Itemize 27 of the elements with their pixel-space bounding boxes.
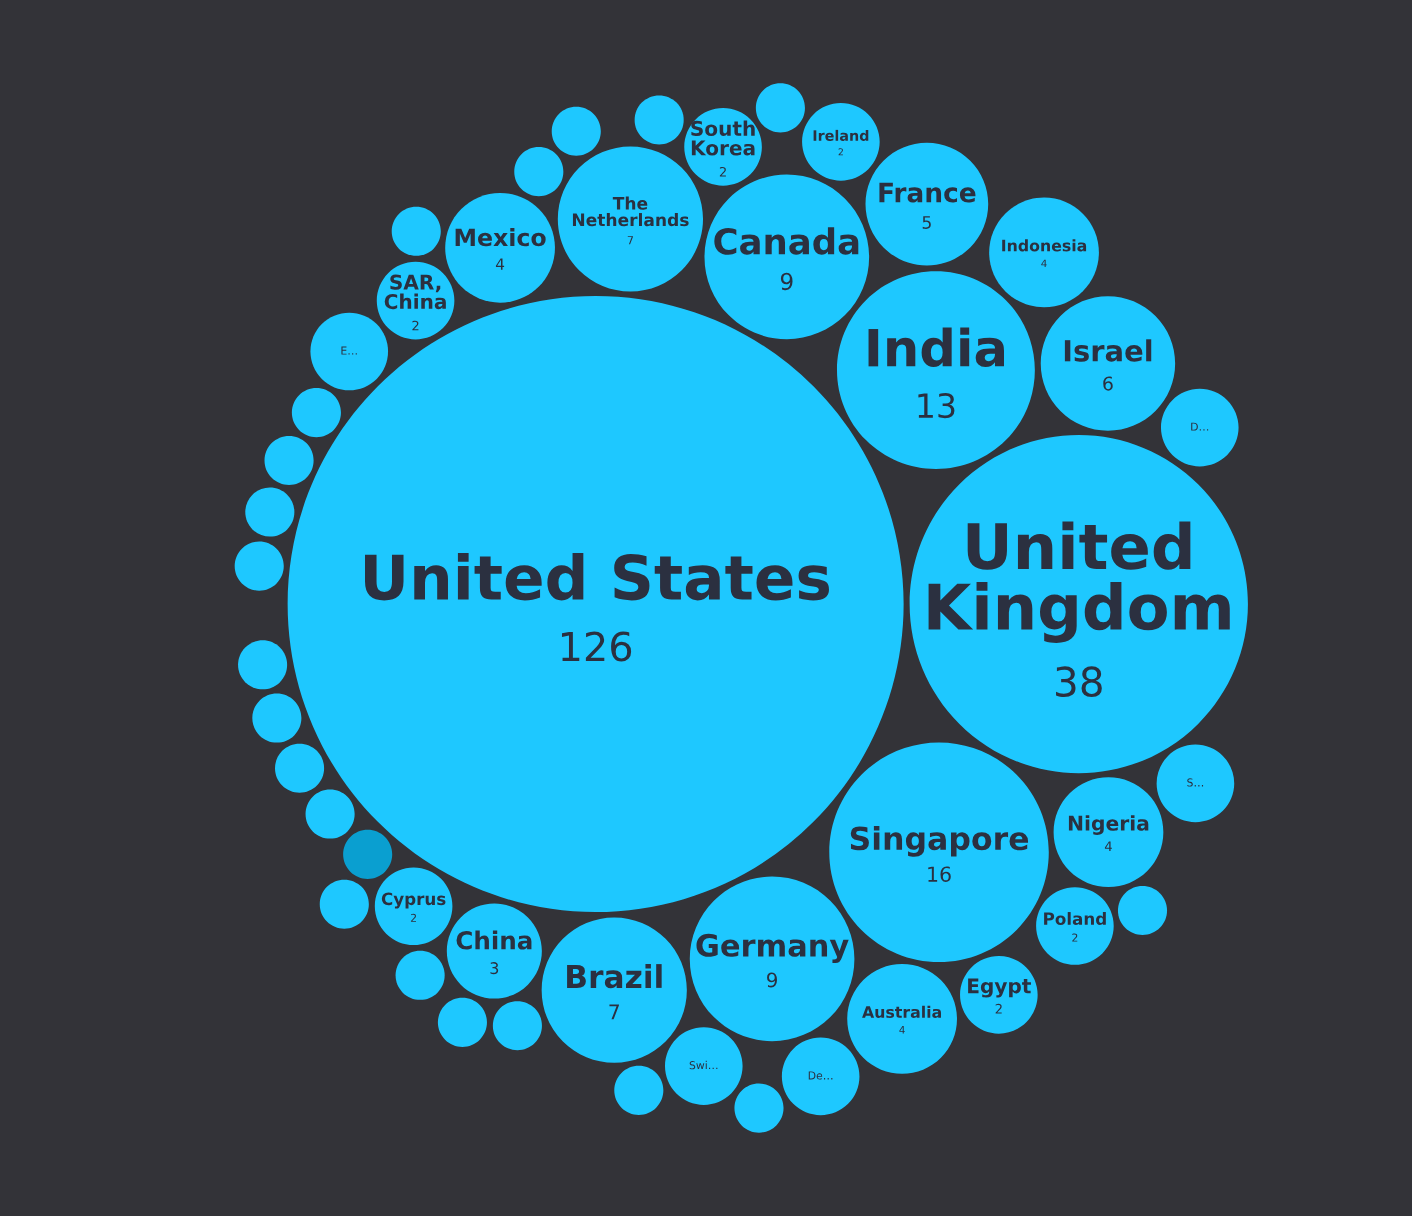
category-label: Brazil [567, 964, 662, 989]
category-label: Egypt [968, 978, 1031, 998]
category-label: SAR, China [384, 274, 446, 310]
category-label: South Korea [691, 120, 755, 156]
category-label: Poland [1044, 912, 1106, 925]
data-label: 6 [1103, 376, 1113, 391]
data-label: 9 [780, 272, 793, 291]
category-label: The Netherlands [572, 196, 689, 227]
category-label: Canada [714, 227, 859, 255]
category-label: Singapore [850, 825, 1029, 857]
category-label: Mexico [455, 228, 546, 247]
category-label: United Kingdom [928, 521, 1230, 643]
category-label: China [456, 930, 532, 950]
data-label: 16 [928, 866, 951, 882]
category-label: Germany [696, 933, 849, 963]
data-label: 126 [562, 631, 632, 662]
data-label: 7 [609, 1004, 619, 1020]
data-label: 13 [918, 393, 955, 419]
data-label: 9 [767, 972, 777, 988]
data-label: 5 [922, 216, 931, 229]
category-label: Israel [1064, 339, 1152, 362]
data-label: 38 [1056, 666, 1102, 698]
category-label: France [879, 182, 976, 203]
category-label: India [868, 327, 1004, 368]
category-label: Cyprus [381, 892, 446, 909]
category-label: United States [365, 552, 829, 601]
category-label: Nigeria [1068, 815, 1149, 835]
